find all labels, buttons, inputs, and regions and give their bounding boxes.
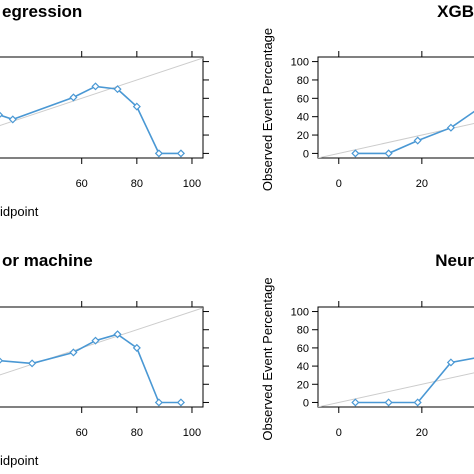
data-point <box>446 123 455 132</box>
data-point <box>154 149 163 158</box>
y-tick-label: 0 <box>303 397 309 409</box>
data-point <box>132 102 141 111</box>
y-tick-label: 80 <box>297 325 309 337</box>
y-axis-label: Observed Event Percentage <box>260 28 275 191</box>
plot-frame <box>317 306 474 408</box>
reference-line <box>318 372 474 407</box>
data-point <box>154 398 163 407</box>
y-tick-label: 60 <box>297 93 309 105</box>
x-tick-label: 100 <box>183 178 201 190</box>
y-tick-label: 100 <box>291 307 309 319</box>
data-point <box>91 336 100 345</box>
data-point <box>113 330 122 339</box>
x-tick-label: 20 <box>416 427 428 439</box>
x-tick-label: 80 <box>131 427 143 439</box>
x-axis-label: idpoint <box>0 453 39 468</box>
panel-title: or machine <box>2 251 93 270</box>
plot-frame <box>317 56 474 159</box>
series-line <box>355 357 474 404</box>
data-point <box>351 398 360 407</box>
x-tick-label: 100 <box>183 427 201 439</box>
data-point <box>8 115 17 124</box>
data-point <box>413 398 422 407</box>
panel-title: Neur <box>435 251 474 270</box>
y-tick-label: 40 <box>297 112 309 124</box>
data-point <box>384 398 393 407</box>
data-point <box>69 93 78 102</box>
y-tick-label: 0 <box>303 148 309 160</box>
y-tick-label: 20 <box>297 379 309 391</box>
y-tick-label: 100 <box>291 57 309 69</box>
y-axis-label: Observed Event Percentage <box>260 277 275 440</box>
y-tick-label: 80 <box>297 75 309 87</box>
panel-4: Neur 0 20 0 20 40 60 80 100 Observed Event Percen… <box>260 251 474 441</box>
data-point <box>384 149 393 158</box>
panel-title: egression <box>2 2 82 21</box>
x-tick-label: 80 <box>131 178 143 190</box>
x-axis-label: idpoint <box>0 204 39 219</box>
data-point <box>113 85 122 94</box>
x-tick-label: 0 <box>336 178 342 190</box>
series-line <box>355 110 474 155</box>
data-point <box>132 343 141 352</box>
x-tick-label: 20 <box>416 178 428 190</box>
panel-3: or machine 60 80 100 idpoint <box>0 251 209 468</box>
data-point <box>351 149 360 158</box>
x-tick-label: 0 <box>336 427 342 439</box>
panel-2: XGB 0 20 0 20 40 60 80 100 Observed Event Percent… <box>260 2 474 191</box>
reference-line <box>0 57 203 127</box>
data-point <box>0 111 4 118</box>
series-line <box>0 333 181 404</box>
series-line <box>0 85 181 155</box>
data-point <box>69 348 78 357</box>
plot-frame <box>0 56 204 159</box>
y-tick-label: 40 <box>297 361 309 373</box>
panel-1: egression 60 80 100 idpoint <box>0 2 209 219</box>
data-point <box>0 357 4 364</box>
y-tick-label: 20 <box>297 130 309 142</box>
data-point <box>176 398 185 407</box>
data-point <box>28 359 37 368</box>
data-point <box>446 358 455 367</box>
panel-title: XGB <box>437 2 474 21</box>
data-point <box>176 149 185 158</box>
plot-frame <box>0 306 204 408</box>
x-tick-label: 60 <box>76 427 88 439</box>
data-point <box>91 82 100 91</box>
x-tick-label: 60 <box>76 178 88 190</box>
y-tick-label: 60 <box>297 343 309 355</box>
data-point <box>413 136 422 145</box>
